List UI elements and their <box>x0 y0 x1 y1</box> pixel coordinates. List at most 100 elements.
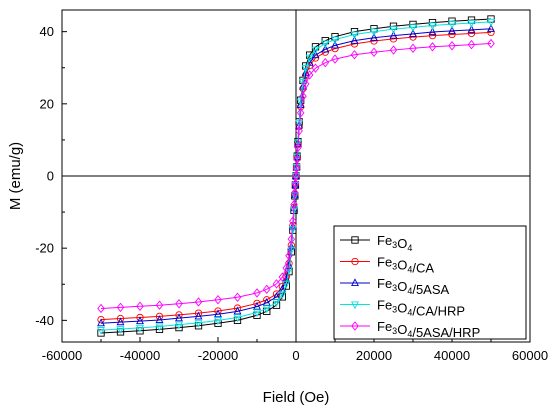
legend: Fe3O4Fe3O4/CAFe3O4/5ASAFe3O4/CA/HRPFe3O4… <box>333 225 527 340</box>
data-point <box>370 28 378 37</box>
data-point <box>292 171 300 181</box>
data-point <box>311 46 320 55</box>
legend-label: Fe3O4/5ASA <box>377 276 450 297</box>
data-point <box>262 297 271 306</box>
data-point <box>272 279 281 289</box>
legend-item: Fe3O4/CA/HRP <box>340 298 465 319</box>
data-point <box>155 300 164 310</box>
legend-label: Fe3O4/CA <box>377 255 434 276</box>
data-point <box>448 26 456 34</box>
data-point <box>233 306 242 315</box>
data-point <box>291 187 299 198</box>
data-point <box>278 272 287 282</box>
legend-swatch-marker <box>351 257 359 266</box>
data-point <box>291 178 300 189</box>
data-point <box>448 21 456 29</box>
data-point <box>305 70 314 80</box>
data-point <box>278 291 287 300</box>
data-point <box>214 295 222 305</box>
legend-swatch-marker <box>351 236 359 244</box>
data-point <box>409 43 417 53</box>
data-point <box>409 24 417 33</box>
y-tick-label: 0 <box>47 169 54 184</box>
data-point <box>311 50 320 59</box>
data-point <box>487 23 495 32</box>
legend-item: Fe3O4 <box>340 233 412 253</box>
data-point <box>282 280 291 289</box>
data-point <box>467 25 476 33</box>
data-point <box>194 297 203 307</box>
y-tick-label: 20 <box>40 96 54 111</box>
data-point <box>350 50 359 60</box>
data-point <box>305 54 314 63</box>
legend-item: Fe3O4/5ASA/HRP <box>340 319 480 340</box>
data-point <box>331 36 339 45</box>
data-point <box>321 40 330 49</box>
series-5 <box>97 38 495 314</box>
data-point <box>282 263 291 273</box>
data-point <box>295 119 304 128</box>
x-tick-label: 40000 <box>434 348 470 363</box>
data-point <box>296 108 305 118</box>
x-axis-title: Field (Oe) <box>263 389 330 406</box>
data-point <box>293 154 301 165</box>
data-point <box>233 292 242 302</box>
data-point <box>428 22 437 31</box>
data-point <box>301 65 310 73</box>
data-point <box>262 305 271 314</box>
data-point <box>321 44 330 53</box>
data-point <box>321 57 330 68</box>
data-point <box>289 216 297 226</box>
series-line <box>100 43 492 309</box>
data-point <box>233 314 242 323</box>
y-axis-ticks: -40 -20 0 20 40 <box>35 24 67 328</box>
data-point <box>214 309 222 318</box>
y-tick-label: -20 <box>35 241 54 256</box>
data-point <box>294 139 302 148</box>
data-point <box>287 234 296 244</box>
legend-swatch-marker <box>351 278 359 287</box>
data-point <box>136 301 144 311</box>
data-point <box>175 321 183 330</box>
data-point <box>428 27 437 36</box>
data-point <box>467 19 476 28</box>
legend-label: Fe3O4 <box>377 233 412 253</box>
data-point <box>467 39 476 50</box>
data-point <box>487 38 495 49</box>
y-axis-title: M (emu/g) <box>7 142 24 210</box>
x-tick-label: 0 <box>292 348 299 363</box>
data-point <box>448 41 456 51</box>
data-point <box>389 26 398 34</box>
data-point <box>292 163 301 174</box>
data-point <box>389 30 398 39</box>
data-point <box>350 31 359 40</box>
data-point <box>155 315 164 324</box>
data-point <box>262 284 271 295</box>
data-point <box>136 324 144 333</box>
data-point <box>175 313 183 322</box>
data-point <box>97 303 105 314</box>
data-point <box>214 317 222 326</box>
legend-label: Fe3O4/CA/HRP <box>377 298 465 319</box>
data-point <box>331 54 339 64</box>
data-point <box>290 199 298 210</box>
legend-swatch-marker <box>351 301 359 310</box>
x-axis-ticks: -60000 -40000 -20000 0 20000 40000 60000 <box>42 337 548 363</box>
data-point <box>301 79 310 89</box>
data-point <box>272 299 281 308</box>
data-point <box>253 309 261 318</box>
data-point <box>97 327 105 335</box>
data-point <box>487 18 495 27</box>
data-point <box>116 317 125 326</box>
y-tick-label: 40 <box>40 24 54 39</box>
data-point <box>116 325 125 334</box>
data-point <box>175 299 183 309</box>
data-point <box>350 35 359 44</box>
legend-swatch-marker <box>351 321 359 331</box>
data-point <box>253 288 261 298</box>
data-point <box>370 32 378 41</box>
data-point <box>194 311 203 320</box>
data-point <box>299 79 307 87</box>
